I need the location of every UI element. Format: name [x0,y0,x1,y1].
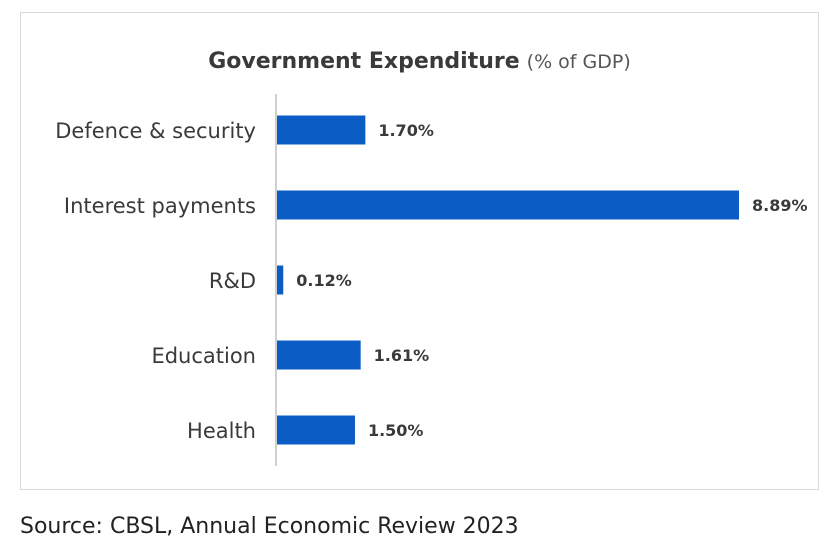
value-label: 1.50% [368,421,424,440]
chart-subtitle: (% of GDP) [526,51,631,73]
bar [277,265,284,295]
category-label: Defence & security [55,119,256,143]
category-label: Education [151,344,256,368]
category-label: Interest payments [64,194,256,218]
chart-title-main: Government Expenditure [208,49,520,74]
chart-frame: Government Expenditure (% of GDP) [20,12,819,490]
category-label: Health [187,419,256,443]
value-label: 0.12% [296,271,352,290]
value-label: 1.70% [378,121,434,140]
bar [277,115,366,145]
bar [277,415,355,445]
bar [277,340,361,370]
category-label: R&D [209,269,256,293]
value-label: 8.89% [752,196,808,215]
source-note: Source: CBSL, Annual Economic Review 202… [20,514,519,539]
bar [277,190,739,220]
value-label: 1.61% [374,346,430,365]
chart-title: Government Expenditure (% of GDP) [21,49,818,74]
